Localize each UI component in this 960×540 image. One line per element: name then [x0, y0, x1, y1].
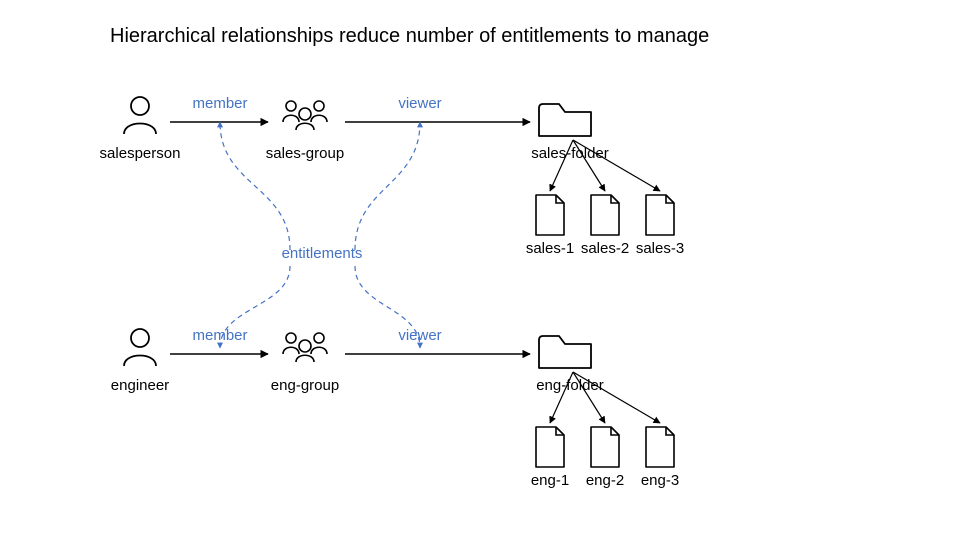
- file-icon: [591, 427, 619, 467]
- folder-icon: [539, 104, 591, 136]
- file-label: eng-1: [531, 472, 569, 489]
- file-icon: [536, 195, 564, 235]
- person-label: salesperson: [100, 145, 181, 162]
- file-icon: [646, 427, 674, 467]
- file-icon: [536, 427, 564, 467]
- person-label: engineer: [111, 377, 169, 394]
- entitlement-edge: [355, 122, 420, 250]
- diagram-canvas: salespersonsales-groupsales-foldermember…: [0, 0, 960, 540]
- file-label: sales-1: [526, 240, 574, 257]
- group-icon: [283, 101, 327, 130]
- file-icon: [646, 195, 674, 235]
- folder-to-file-edge: [573, 140, 660, 191]
- entitlement-edge: [220, 122, 290, 250]
- group-label: eng-group: [271, 377, 339, 394]
- file-icon: [591, 195, 619, 235]
- viewer-edge-label: viewer: [398, 95, 441, 112]
- diagram-title: Hierarchical relationships reduce number…: [110, 25, 709, 48]
- file-label: sales-2: [581, 240, 629, 257]
- folder-icon: [539, 336, 591, 368]
- file-label: sales-3: [636, 240, 684, 257]
- folder-to-file-edge: [573, 372, 660, 423]
- member-edge-label: member: [192, 327, 247, 344]
- file-label: eng-2: [586, 472, 624, 489]
- group-icon: [283, 333, 327, 362]
- person-icon: [124, 97, 156, 134]
- member-edge-label: member: [192, 95, 247, 112]
- entitlements-label: entitlements: [282, 245, 363, 262]
- group-label: sales-group: [266, 145, 344, 162]
- file-label: eng-3: [641, 472, 679, 489]
- person-icon: [124, 329, 156, 366]
